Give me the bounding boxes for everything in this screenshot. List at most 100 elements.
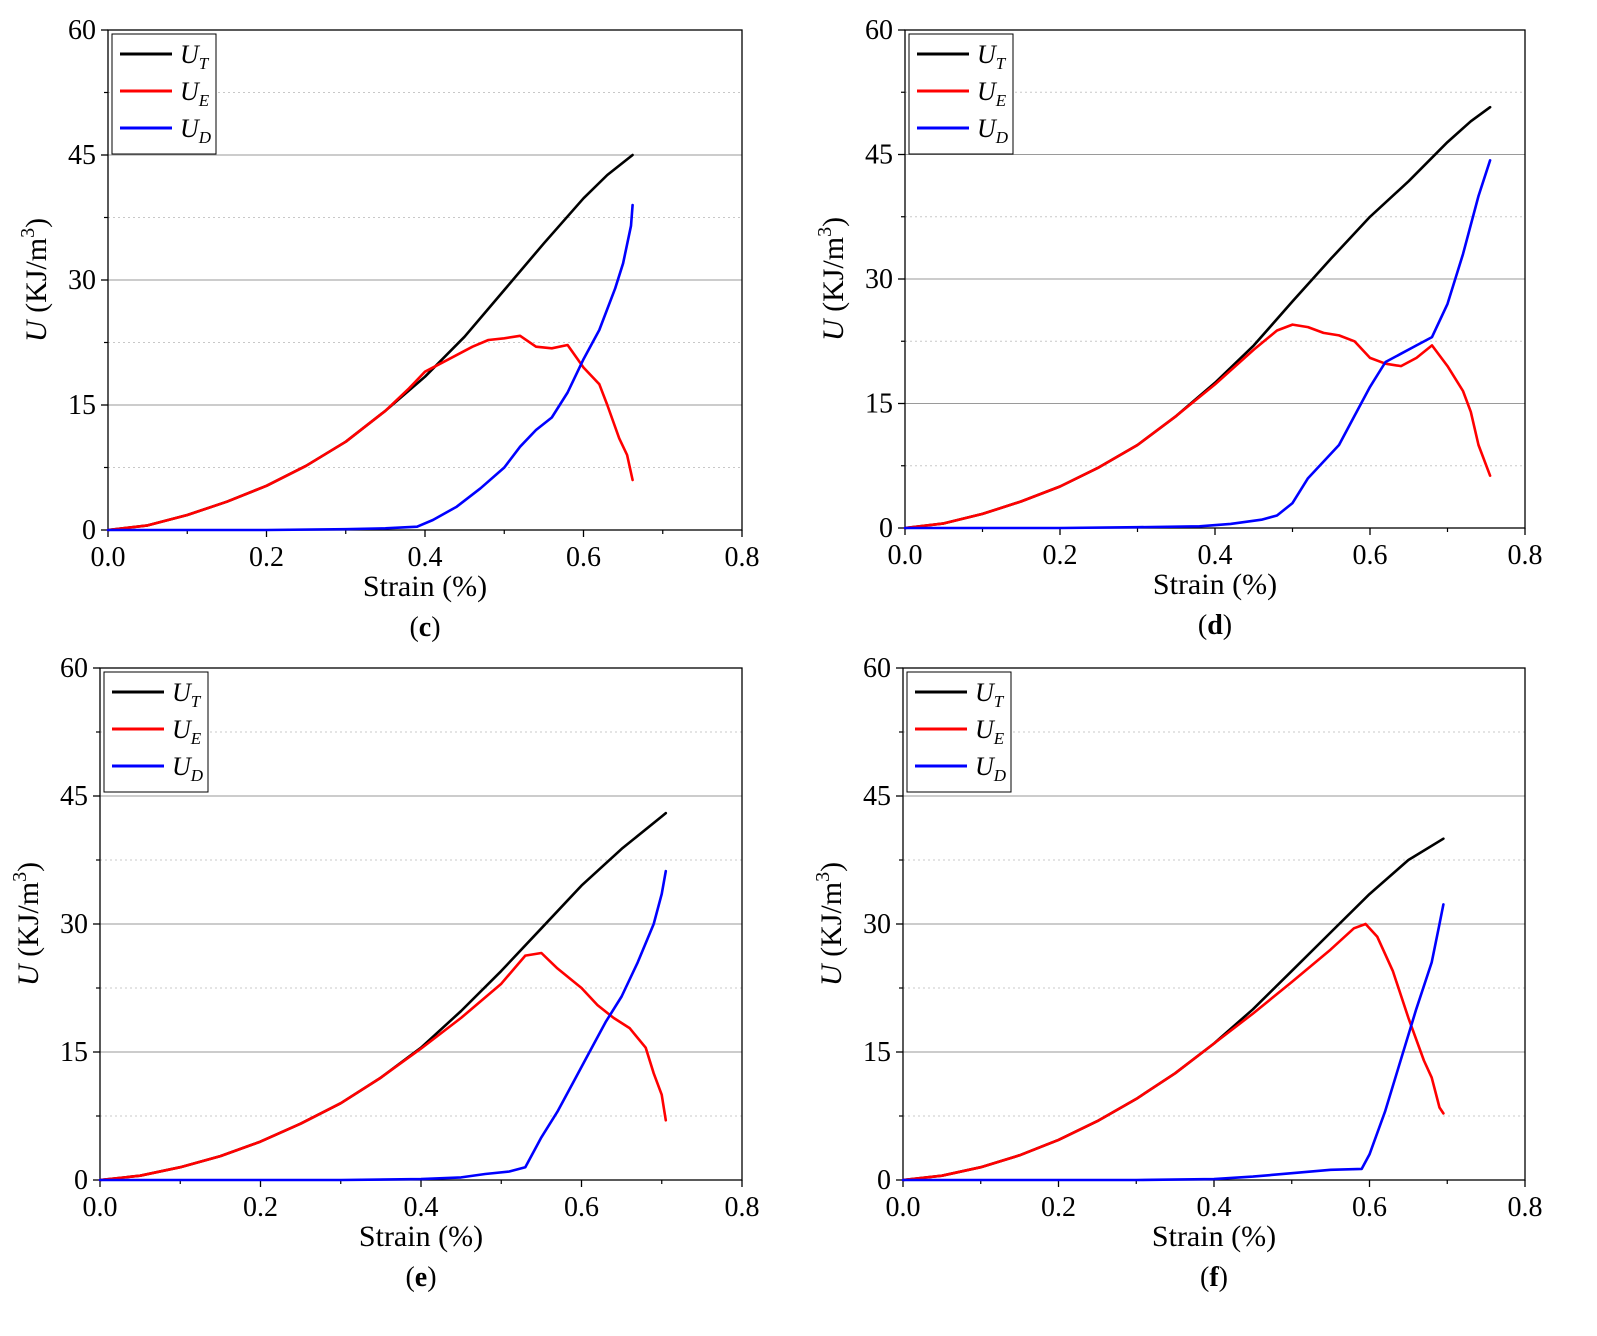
- y-label-close: ): [817, 217, 850, 227]
- legend-subscript: E: [995, 91, 1007, 110]
- x-tick-label: 0.0: [91, 542, 126, 573]
- series-line-UE: [98, 951, 668, 1182]
- caption-letter: c: [419, 612, 431, 643]
- chart-panel-c: 0.0 0.2 0.4 0.6 0.8 0 15 30 45 60 Strain (%) U (KJ/…: [17, 15, 760, 643]
- caption-close: ): [1223, 610, 1232, 641]
- legend-subscript: D: [198, 128, 212, 147]
- panel-caption: (f): [1200, 1262, 1228, 1293]
- caption-close: ): [427, 1262, 436, 1293]
- y-label-symbol: U: [817, 317, 850, 341]
- y-axis-label: U (KJ/m3): [17, 218, 53, 342]
- y-tick-label: 60: [68, 15, 96, 46]
- y-axis-label: U (KJ/m3): [9, 862, 45, 986]
- y-tick-label: 0: [74, 1165, 88, 1196]
- legend-subscript: T: [199, 54, 210, 73]
- x-axis-label: Strain (%): [1152, 1220, 1276, 1253]
- chart-panel-e: 0.0 0.2 0.4 0.6 0.8 0 15 30 45 60 Strain (%) U (KJ/…: [9, 653, 760, 1293]
- legend-label-UE: UE: [975, 715, 1005, 748]
- x-tick-label: 0.2: [249, 542, 284, 573]
- x-tick-label: 0.0: [83, 1192, 118, 1223]
- series-line-UE: [106, 334, 634, 532]
- x-tick-label: 0.6: [1352, 1192, 1387, 1223]
- caption-open: (: [1198, 610, 1207, 641]
- x-tick-label: 0.8: [1508, 540, 1543, 571]
- x-tick-label: 0.0: [888, 540, 923, 571]
- x-tick-label: 0.8: [725, 542, 760, 573]
- chart-panel-f: 0.0 0.2 0.4 0.6 0.8 0 15 30 45 60 Strain (%) U (KJ/…: [812, 653, 1543, 1293]
- y-tick-label: 0: [877, 1165, 891, 1196]
- y-label-close: ): [20, 218, 53, 228]
- y-label-unit: (KJ/m: [817, 237, 850, 320]
- series-line-UT: [901, 837, 1445, 1182]
- x-axis-label: Strain (%): [359, 1220, 483, 1253]
- y-label-exponent: 3: [814, 227, 836, 237]
- x-tick-label: 0.4: [404, 1192, 439, 1223]
- y-tick-label: 15: [60, 1037, 88, 1068]
- legend-subscript: E: [198, 91, 210, 110]
- caption-open: (: [1200, 1262, 1209, 1293]
- x-tick-label: 0.6: [564, 1192, 599, 1223]
- series-line-UE: [901, 922, 1445, 1182]
- legend-subscript: E: [190, 729, 202, 748]
- x-tick-label: 0.2: [243, 1192, 278, 1223]
- series-line-UE: [903, 323, 1492, 530]
- chart-panel-d: 0.0 0.2 0.4 0.6 0.8 0 15 30 45 60 Strain (%) U (KJ/…: [814, 15, 1543, 641]
- series-line-UD: [901, 903, 1445, 1182]
- legend-subscript: E: [993, 729, 1005, 748]
- x-tick-label: 0.8: [725, 1192, 760, 1223]
- y-tick-label: 60: [865, 15, 893, 46]
- legend-subscript: T: [996, 54, 1007, 73]
- caption-letter: f: [1209, 1262, 1219, 1293]
- series-line-UD: [98, 869, 668, 1182]
- y-tick-label: 60: [60, 653, 88, 684]
- legend-subscript: D: [993, 766, 1007, 785]
- caption-open: (: [409, 612, 418, 643]
- y-tick-label: 45: [68, 140, 96, 171]
- y-label-exponent: 3: [17, 228, 39, 238]
- legend-subscript: D: [190, 766, 204, 785]
- x-tick-label: 0.6: [1353, 540, 1388, 571]
- y-tick-label: 45: [865, 140, 893, 171]
- legend-label-UD: UD: [172, 752, 204, 785]
- y-label-unit: (KJ/m: [12, 882, 45, 965]
- y-tick-label: 15: [865, 389, 893, 420]
- panel-caption: (c): [409, 612, 440, 643]
- x-tick-label: 0.2: [1041, 1192, 1076, 1223]
- y-label-close: ): [815, 862, 848, 872]
- x-tick-label: 0.6: [566, 542, 601, 573]
- series-line-UD: [903, 159, 1492, 530]
- panel-caption: (e): [405, 1262, 436, 1293]
- y-tick-label: 45: [863, 781, 891, 812]
- x-tick-label: 0.2: [1043, 540, 1078, 571]
- y-label-symbol: U: [12, 962, 45, 986]
- x-tick-label: 0.4: [408, 542, 443, 573]
- caption-letter: e: [415, 1262, 427, 1293]
- caption-close: ): [1219, 1262, 1228, 1293]
- y-tick-label: 15: [863, 1037, 891, 1068]
- x-tick-label: 0.4: [1197, 1192, 1232, 1223]
- y-tick-label: 45: [60, 781, 88, 812]
- y-axis-label: U (KJ/m3): [812, 862, 848, 986]
- y-label-unit: (KJ/m: [815, 882, 848, 965]
- x-tick-label: 0.4: [1198, 540, 1233, 571]
- y-tick-label: 30: [68, 265, 96, 296]
- x-axis-label: Strain (%): [363, 570, 487, 603]
- series-line-UT: [98, 811, 668, 1182]
- legend-label-UE: UE: [172, 715, 202, 748]
- y-label-symbol: U: [815, 962, 848, 986]
- series-line-UT: [903, 105, 1492, 530]
- legend-subscript: D: [995, 128, 1009, 147]
- legend-subscript: T: [994, 692, 1005, 711]
- caption-letter: d: [1207, 610, 1223, 641]
- y-label-exponent: 3: [812, 872, 834, 882]
- caption-open: (: [405, 1262, 414, 1293]
- y-tick-label: 30: [60, 909, 88, 940]
- legend-subscript: T: [191, 692, 202, 711]
- y-label-unit: (KJ/m: [20, 238, 53, 321]
- y-tick-label: 15: [68, 390, 96, 421]
